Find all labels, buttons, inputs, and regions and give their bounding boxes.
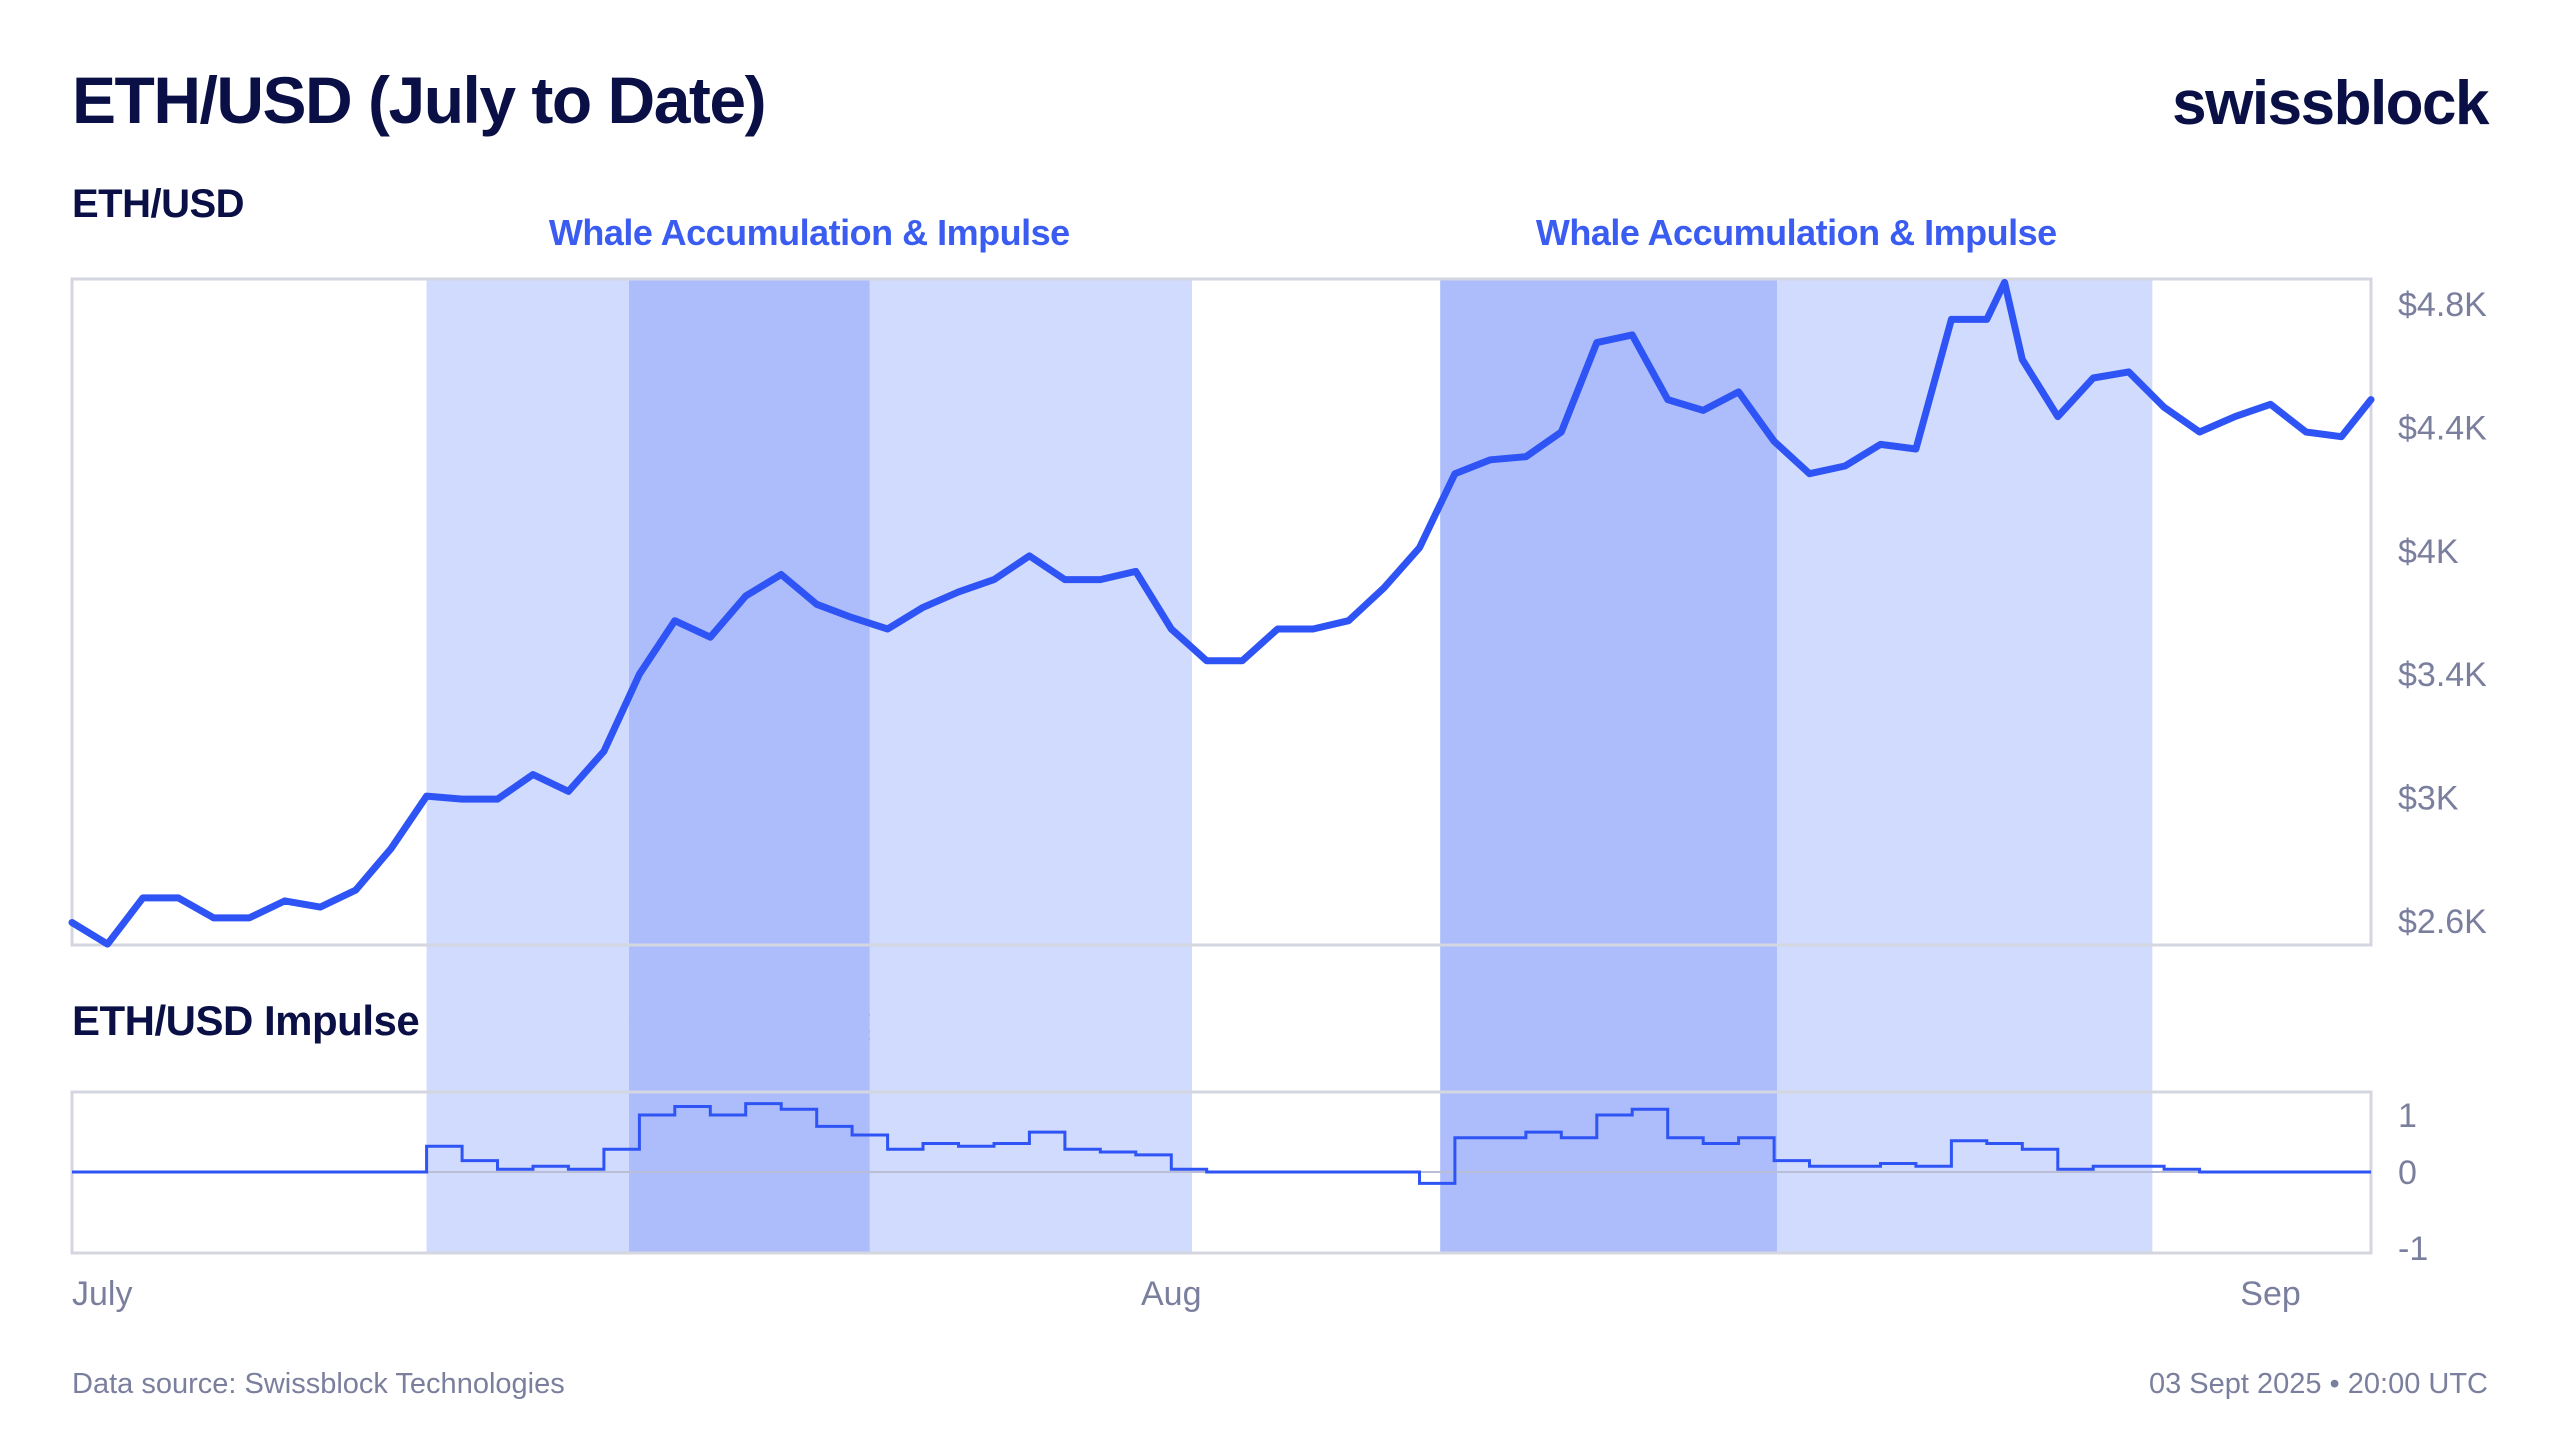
impulse-y-tick-label: -1: [2398, 1230, 2428, 1268]
annotation-label-july: Whale Accumulation & Impulse: [548, 212, 1070, 253]
page-title: ETH/USD (July to Date): [72, 63, 767, 137]
impulse-y-tick-label: 0: [2398, 1154, 2417, 1192]
y-tick-label: $3.4K: [2398, 656, 2487, 694]
timestamp: 03 Sept 2025 • 20:00 UTC: [2148, 1368, 2488, 1400]
accumulation-band-light: [1777, 279, 2153, 1253]
y-tick-label: $3K: [2398, 780, 2459, 818]
impulse-y-tick-label: 1: [2398, 1097, 2417, 1135]
y-tick-label: $4.8K: [2398, 286, 2487, 324]
data-source: Data source: Swissblock Technologies: [72, 1368, 565, 1400]
accumulation-band-dark: [1440, 279, 1778, 1253]
y-tick-label: $2.6K: [2398, 903, 2487, 941]
y-tick-label: $4.4K: [2398, 409, 2487, 447]
x-tick-label: Aug: [1141, 1275, 1202, 1313]
price-chart-title: ETH/USD: [72, 182, 245, 226]
x-tick-label: July: [72, 1275, 132, 1313]
annotation-label-august: Whale Accumulation & Impulse: [1535, 212, 2057, 253]
y-tick-label: $4K: [2398, 533, 2459, 571]
accumulation-band-dark: [629, 279, 870, 1253]
price-plot-frame: [70, 277, 2373, 947]
x-tick-label: Sep: [2240, 1275, 2301, 1313]
accumulation-band-light: [426, 279, 630, 1253]
accumulation-band-light: [869, 279, 1192, 1253]
impulse-chart-title: ETH/USD Impulse: [72, 997, 420, 1044]
swissblock-logo: swissblock: [2172, 69, 2489, 138]
impulse-series-line: [72, 1102, 2371, 1185]
